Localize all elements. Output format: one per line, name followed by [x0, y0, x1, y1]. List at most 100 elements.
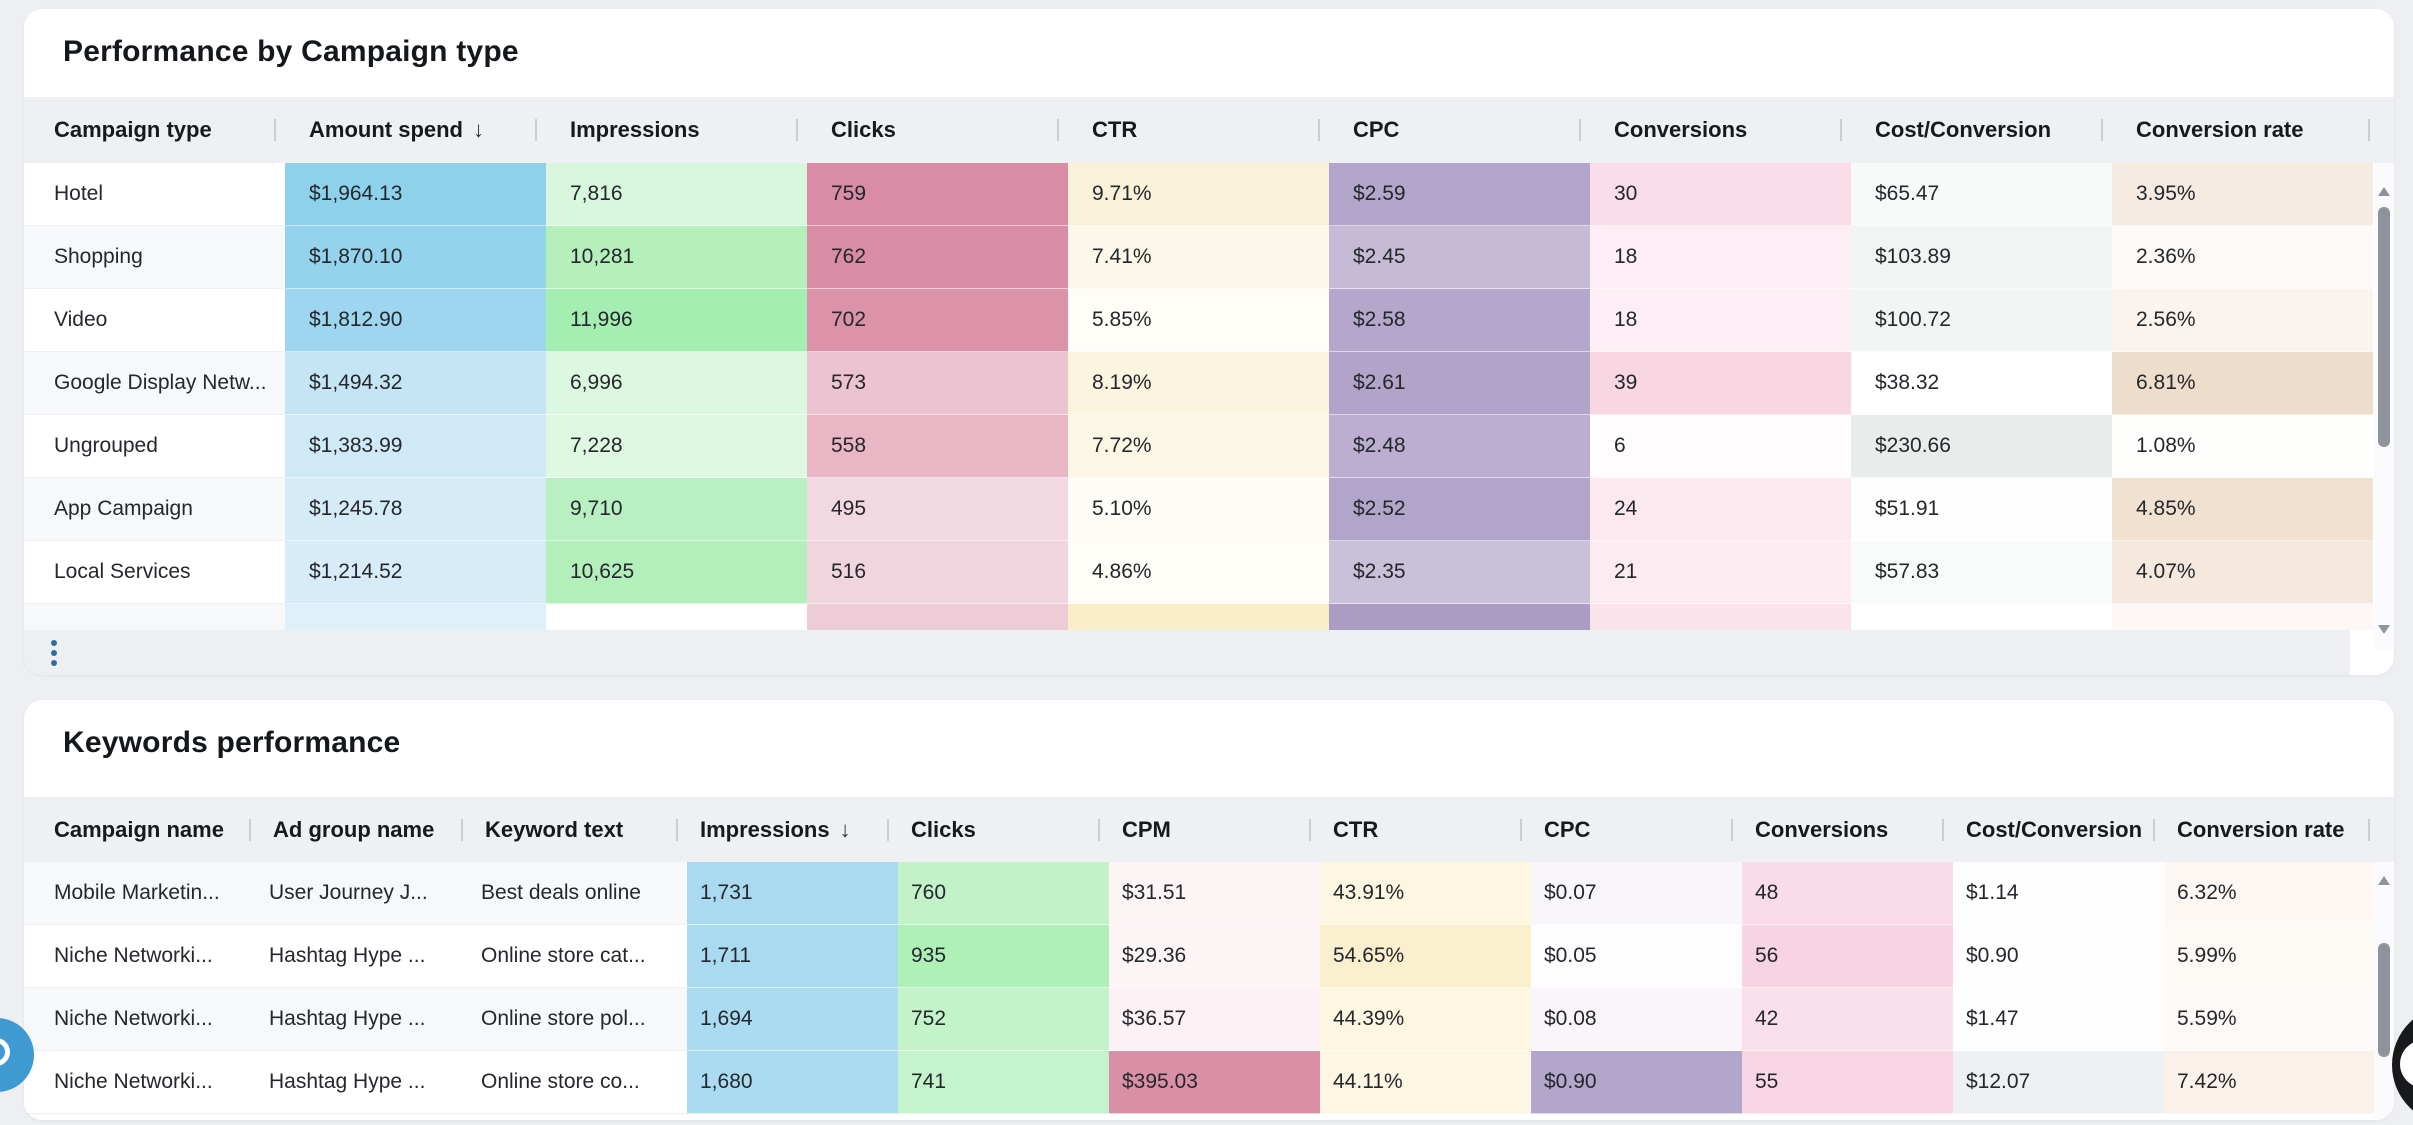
metric-cell: $51.91 [1851, 478, 2112, 541]
keywords-table-header: Campaign name Ad group name Keyword text Im… [24, 797, 2394, 862]
keywords-performance-card: Keywords performance Campaign name Ad gro… [24, 700, 2394, 1120]
chat-icon [0, 1038, 10, 1066]
metric-cell: $0.07 [1531, 862, 1742, 925]
scrollbar-thumb[interactable] [2378, 943, 2390, 1057]
metric-cell [1851, 604, 2112, 630]
floating-widget-button[interactable] [2392, 1005, 2413, 1125]
scroll-down-arrow-icon[interactable] [2378, 625, 2390, 634]
metric-cell: $1,964.13 [285, 163, 546, 226]
column-label: Impressions [570, 117, 700, 142]
table-row: Shopping $1,870.10 10,281 762 7.41% $2.45 18 $1… [24, 226, 2373, 289]
row-label: App Campaign [24, 478, 285, 541]
metric-cell: 7.72% [1068, 415, 1329, 478]
column-label: CTR [1333, 816, 1379, 842]
metric-cell: $1,214.52 [285, 541, 546, 604]
column-header-ctr[interactable]: CTR [1057, 97, 1329, 163]
column-header-campaign-type[interactable]: Campaign type [24, 97, 285, 163]
metric-cell [2112, 604, 2373, 630]
metric-cell: $2.48 [1329, 415, 1590, 478]
row-label: Hashtag Hype ... [260, 988, 472, 1051]
metric-cell: 21 [1590, 541, 1851, 604]
metric-cell: $2.59 [1329, 163, 1590, 226]
column-header-cpc[interactable]: CPC [1318, 97, 1590, 163]
metric-cell: 56 [1742, 925, 1953, 988]
scroll-up-arrow-icon[interactable] [2378, 187, 2390, 196]
column-label: Ad group name [273, 816, 435, 842]
metric-cell [1068, 604, 1329, 630]
metric-cell: $100.72 [1851, 289, 2112, 352]
table-row: Ungrouped $1,383.99 7,228 558 7.72% $2.48 6 $23… [24, 415, 2373, 478]
metric-cell: 1.08% [2112, 415, 2373, 478]
table-row: Google Display Netw... $1,494.32 6,996 573 8… [24, 352, 2373, 415]
metric-cell: 759 [807, 163, 1068, 226]
metric-cell: $1,245.78 [285, 478, 546, 541]
metric-cell: 10,625 [546, 541, 807, 604]
partial-table-row [24, 604, 2373, 630]
row-label: Ungrouped [24, 415, 285, 478]
metric-cell: $2.45 [1329, 226, 1590, 289]
campaign-table-title: Performance by Campaign type [63, 35, 519, 68]
column-header-conversions[interactable]: Conversions [1579, 97, 1851, 163]
table-row: Niche Networki... Hashtag Hype ... Online … [24, 925, 2375, 988]
metric-cell: 6.81% [2112, 352, 2373, 415]
column-header-cpm[interactable]: CPM [1098, 797, 1320, 862]
metric-cell: 7,816 [546, 163, 807, 226]
row-label: Hotel [24, 163, 285, 226]
column-header-conversions[interactable]: Conversions [1731, 797, 1953, 862]
metric-cell: 573 [807, 352, 1068, 415]
scroll-up-arrow-icon[interactable] [2378, 876, 2390, 885]
column-header-conversion-rate[interactable]: Conversion rate [2101, 97, 2373, 163]
column-label: Conversion rate [2177, 816, 2345, 842]
metric-cell: $0.05 [1531, 925, 1742, 988]
column-header-cost-conversion[interactable]: Cost/Conversion [1942, 797, 2164, 862]
column-header-ctr[interactable]: CTR [1309, 797, 1531, 862]
metric-cell: 3.95% [2112, 163, 2373, 226]
column-header-impressions[interactable]: Impressions [535, 97, 807, 163]
column-header-campaign-name[interactable]: Campaign name [24, 797, 260, 862]
row-label: Google Display Netw... [24, 352, 285, 415]
campaign-table-scrollbar[interactable] [2374, 163, 2394, 650]
metric-cell: 752 [898, 988, 1109, 1051]
metric-cell: 6 [1590, 415, 1851, 478]
metric-cell [285, 604, 546, 630]
metric-cell: $1.14 [1953, 862, 2164, 925]
metric-cell: 24 [1590, 478, 1851, 541]
table-row: Niche Networki... Hashtag Hype ... Online … [24, 1051, 2375, 1114]
column-header-amount-spend[interactable]: Amount spend ↓ [274, 97, 546, 163]
table-row: Local Services $1,214.52 10,625 516 4.86% $2.… [24, 541, 2373, 604]
metric-cell: $1,494.32 [285, 352, 546, 415]
column-header-clicks[interactable]: Clicks [796, 97, 1068, 163]
metric-cell: 9.71% [1068, 163, 1329, 226]
campaign-performance-card: Performance by Campaign type Campaign ty… [24, 9, 2394, 675]
metric-cell: 4.07% [2112, 541, 2373, 604]
column-header-ad-group-name[interactable]: Ad group name [249, 797, 472, 862]
column-label: Cost/Conversion [1966, 816, 2143, 842]
widget-dot-icon [2400, 1040, 2413, 1088]
column-header-cpc[interactable]: CPC [1520, 797, 1742, 862]
metric-cell: $1.47 [1953, 988, 2164, 1051]
column-label: Campaign type [54, 117, 212, 142]
kebab-menu-icon[interactable] [47, 636, 61, 670]
keywords-table-scrollbar[interactable] [2374, 862, 2394, 1120]
metric-cell: $1,383.99 [285, 415, 546, 478]
metric-cell: $2.52 [1329, 478, 1590, 541]
metric-cell: $31.51 [1109, 862, 1320, 925]
column-header-keyword-text[interactable]: Keyword text [461, 797, 687, 862]
sort-descending-icon: ↓ [473, 117, 484, 142]
scrollbar-thumb[interactable] [2378, 207, 2390, 447]
metric-cell: 9,710 [546, 478, 807, 541]
row-label: Online store pol... [472, 988, 687, 1051]
metric-cell: $2.35 [1329, 541, 1590, 604]
column-header-conversion-rate[interactable]: Conversion rate [2153, 797, 2375, 862]
metric-cell: 558 [807, 415, 1068, 478]
column-header-clicks[interactable]: Clicks [887, 797, 1109, 862]
metric-cell: 7.42% [2164, 1051, 2375, 1114]
metric-cell: $57.83 [1851, 541, 2112, 604]
metric-cell: 11,996 [546, 289, 807, 352]
column-header-cost-conversion[interactable]: Cost/Conversion [1840, 97, 2112, 163]
column-header-impressions[interactable]: Impressions ↓ [676, 797, 898, 862]
metric-cell: 741 [898, 1051, 1109, 1114]
metric-cell: 54.65% [1320, 925, 1531, 988]
column-label: Conversions [1755, 816, 1889, 842]
row-label: Mobile Marketin... [24, 862, 260, 925]
